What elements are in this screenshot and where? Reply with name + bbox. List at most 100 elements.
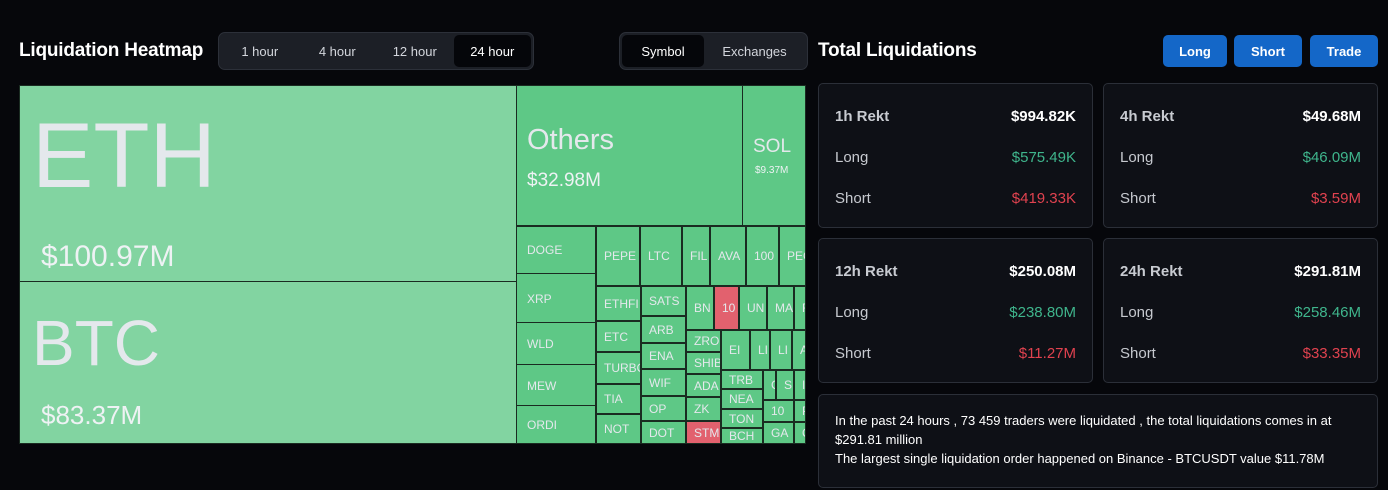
tile-small[interactable]: ZRO — [686, 330, 721, 352]
tile-small[interactable]: TURBO — [596, 352, 641, 384]
tile-small[interactable]: FT — [794, 286, 806, 330]
tile-small[interactable]: UN — [739, 286, 767, 330]
tile-symbol: ETC — [604, 329, 628, 344]
short-label: Short — [1120, 345, 1156, 362]
tile-small[interactable]: ZK — [686, 397, 721, 421]
tile-small[interactable]: DOT — [641, 421, 686, 444]
tile-small[interactable]: TON — [721, 409, 763, 428]
liquidation-treemap: ETH $100.97M BTC $83.37M Others $32.98M … — [19, 85, 806, 444]
tile-small[interactable]: STMX — [686, 421, 721, 444]
tile-small[interactable]: WLD — [516, 322, 596, 366]
tile-small[interactable]: LTC — [640, 226, 682, 286]
tile-symbol: DOGE — [527, 243, 563, 257]
card-label: 12h Rekt — [835, 263, 898, 280]
tile-symbol: ETH — [32, 105, 216, 207]
tile-small[interactable]: PEC — [779, 226, 806, 286]
tile-symbol: LTC — [648, 249, 670, 263]
tile-small[interactable]: OI — [794, 422, 806, 444]
tile-small[interactable]: ETC — [596, 321, 641, 352]
tile-small[interactable]: ADA — [686, 374, 721, 397]
grouping-selector: Symbol Exchanges — [619, 32, 808, 70]
tile-small[interactable]: AVA — [710, 226, 746, 286]
mode-symbol[interactable]: Symbol — [622, 35, 704, 67]
tile-small[interactable]: SHIB — [686, 352, 721, 374]
tile-small[interactable]: PE — [794, 400, 806, 422]
tile-small[interactable]: MEW — [516, 364, 596, 407]
tile-value: $9.37M — [755, 165, 789, 176]
tile-others[interactable]: Others $32.98M — [516, 85, 743, 226]
tile-small[interactable]: I — [794, 370, 806, 400]
tile-small[interactable]: PEPE — [596, 226, 640, 286]
tile-small[interactable]: BN — [686, 286, 714, 330]
tile-small[interactable]: NOT — [596, 414, 641, 444]
tile-symbol: 10 — [722, 301, 736, 315]
long-label: Long — [1120, 304, 1154, 321]
tile-small[interactable]: S — [776, 370, 794, 400]
time-range-1h[interactable]: 1 hour — [241, 43, 279, 59]
tile-small[interactable]: ORDI — [516, 405, 596, 444]
tile-symbol: BTC — [32, 307, 160, 379]
tile-small[interactable]: TIA — [596, 384, 641, 414]
heatmap-title: Liquidation Heatmap — [19, 40, 204, 61]
time-range-24h[interactable]: 24 hour — [453, 35, 531, 67]
tile-symbol: PEC — [787, 249, 805, 263]
short-label: Short — [835, 345, 871, 362]
tile-value: $100.97M — [41, 240, 175, 273]
tile-symbol: A — [800, 343, 805, 357]
tile-small[interactable]: FIL — [682, 226, 710, 286]
tile-small[interactable]: ETHFI — [596, 286, 641, 321]
tile-small[interactable]: NEA — [721, 389, 763, 409]
tile-small[interactable]: OP — [641, 396, 686, 421]
tile-btc[interactable]: BTC $83.37M — [19, 281, 517, 444]
tile-symbol: TON — [729, 411, 755, 426]
tile-symbol: MEW — [527, 378, 557, 393]
tile-small[interactable]: 10 — [763, 400, 794, 422]
tile-small[interactable]: C — [763, 370, 776, 400]
card-label: 4h Rekt — [1120, 108, 1175, 125]
tile-symbol: EI — [729, 343, 741, 357]
tile-symbol: Others — [527, 124, 615, 156]
tile-small[interactable]: DOGE — [516, 226, 596, 274]
short-button[interactable]: Short — [1234, 35, 1302, 67]
tile-symbol: LI — [778, 343, 789, 357]
tile-symbol: ZRO — [694, 334, 720, 348]
liquidation-summary: In the past 24 hours , 73 459 traders we… — [818, 394, 1378, 488]
mode-exchanges[interactable]: Exchanges — [722, 43, 787, 59]
trade-button[interactable]: Trade — [1310, 35, 1378, 67]
long-label: Long — [835, 304, 869, 321]
tile-small[interactable]: GA — [763, 422, 794, 444]
tile-symbol: WIF — [649, 375, 671, 390]
tile-small[interactable]: XRP — [516, 273, 596, 324]
tile-value: $83.37M — [41, 400, 143, 430]
long-value: $238.80M — [1009, 304, 1076, 321]
tile-small[interactable]: LI — [770, 330, 792, 370]
tile-symbol: BCH — [729, 429, 755, 443]
tile-symbol: TRB — [729, 372, 753, 387]
tile-small[interactable]: 10 — [714, 286, 739, 330]
tile-small[interactable]: TRB — [721, 370, 763, 389]
tile-eth[interactable]: ETH $100.97M — [19, 85, 517, 282]
summary-line-1: In the past 24 hours , 73 459 traders we… — [835, 413, 1332, 447]
tile-small[interactable]: BCH — [721, 428, 763, 444]
tile-small[interactable]: 100 — [746, 226, 779, 286]
rekt-card-1h: 1h Rekt $994.82K Long $575.49K Short $419.3… — [818, 83, 1093, 228]
long-button[interactable]: Long — [1163, 35, 1227, 67]
tile-symbol: BN — [694, 301, 711, 315]
tile-small[interactable]: ARB — [641, 316, 686, 343]
card-total: $250.08M — [1009, 263, 1076, 280]
tile-small[interactable]: ENA — [641, 343, 686, 369]
tile-symbol: FT — [802, 301, 805, 315]
short-label: Short — [835, 190, 871, 207]
tile-small[interactable]: EI — [721, 330, 750, 370]
time-range-4h[interactable]: 4 hour — [318, 43, 356, 59]
time-range-12h[interactable]: 12 hour — [392, 43, 437, 59]
tile-symbol: C — [771, 378, 775, 392]
tile-small[interactable]: WIF — [641, 369, 686, 396]
tile-small[interactable]: SATS — [641, 286, 686, 316]
tile-small[interactable]: MA — [767, 286, 794, 330]
long-value: $46.09M — [1302, 149, 1361, 166]
tile-symbol: DOT — [649, 425, 675, 440]
tile-small[interactable]: LI — [750, 330, 770, 370]
tile-sol[interactable]: SOL $9.37M — [742, 85, 806, 226]
tile-small[interactable]: A — [792, 330, 806, 370]
